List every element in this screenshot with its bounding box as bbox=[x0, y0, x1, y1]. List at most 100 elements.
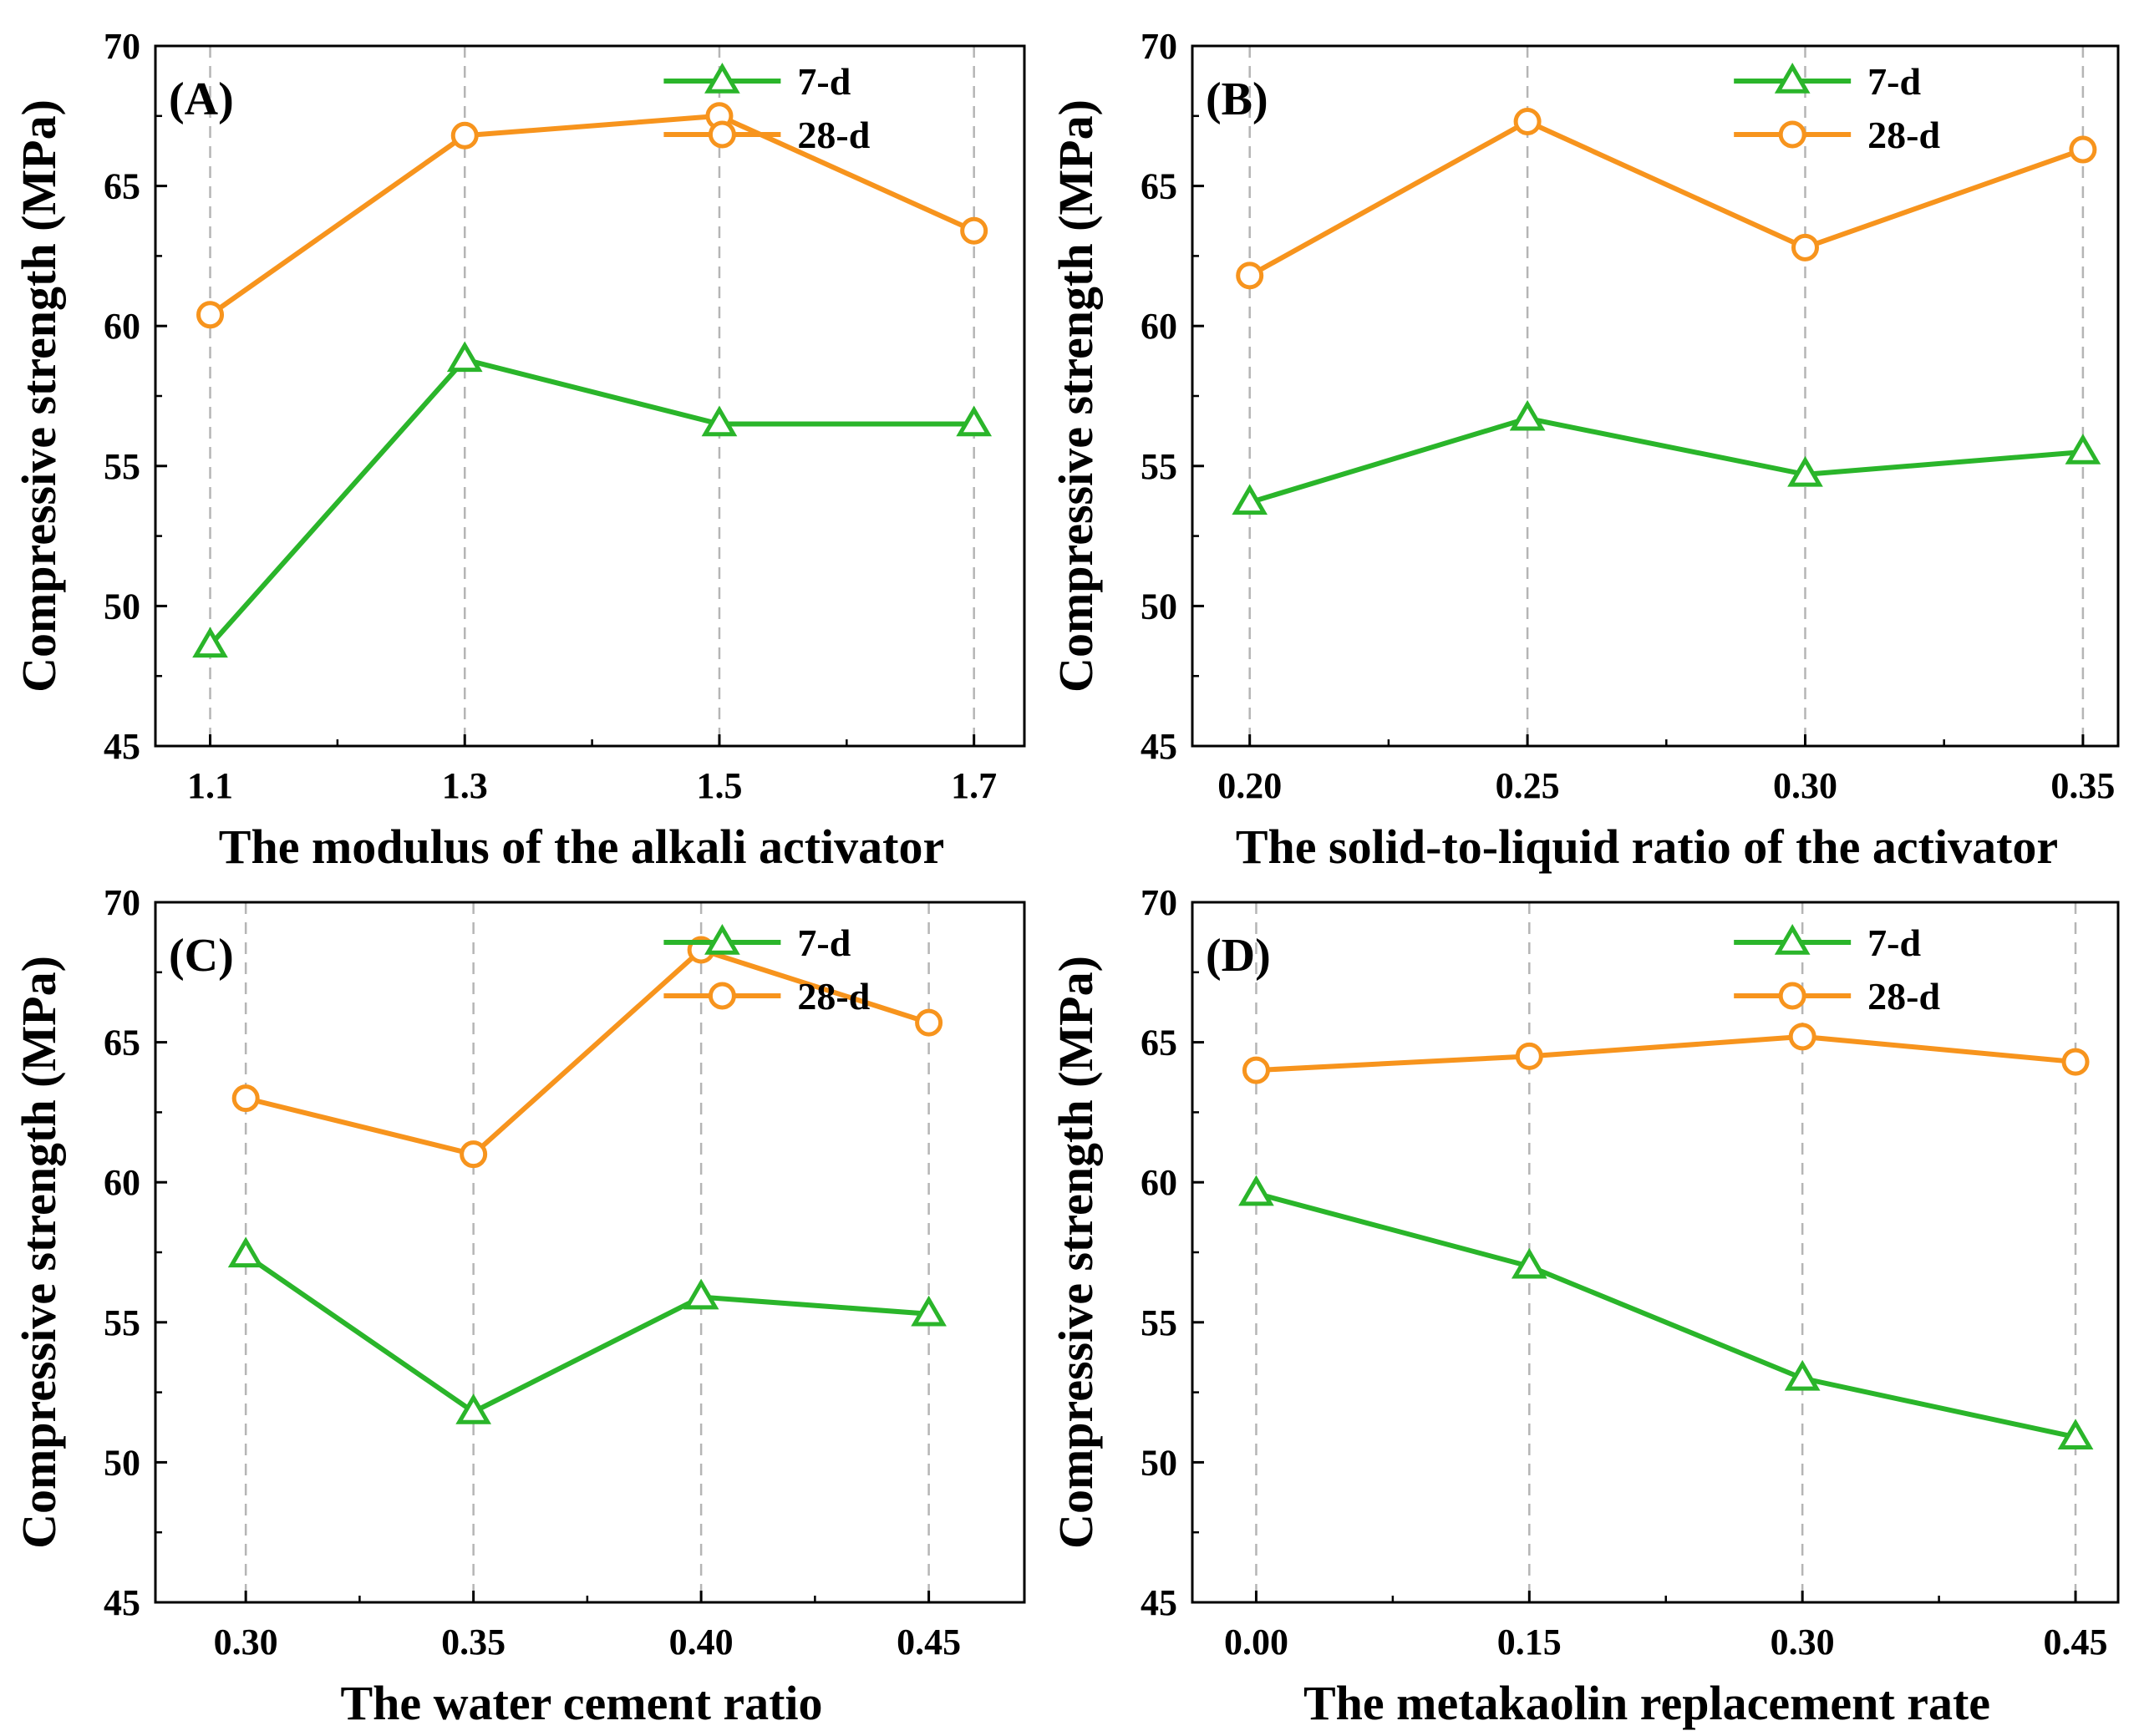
data-point-7-d bbox=[1787, 455, 1823, 487]
data-point-28-d bbox=[1791, 233, 1819, 261]
data-point-28-d bbox=[960, 216, 988, 245]
y-tick-label: 55 bbox=[104, 446, 140, 487]
legend-marker-28-d bbox=[1778, 982, 1806, 1010]
panel-label: (B) bbox=[1206, 74, 1268, 125]
legend-label-28-d: 28-d bbox=[1867, 975, 1940, 1018]
legend-label-28-d: 28-d bbox=[1867, 114, 1940, 156]
legend-label-28-d: 28-d bbox=[797, 114, 870, 156]
y-tick-label: 50 bbox=[104, 1442, 140, 1483]
y-axis-title: Compressive strength (MPa) bbox=[1049, 956, 1103, 1549]
y-tick-label: 65 bbox=[104, 1023, 140, 1063]
y-tick-label: 45 bbox=[104, 1582, 140, 1623]
data-point-28-d bbox=[2061, 1048, 2090, 1076]
plot-frame bbox=[154, 44, 1026, 748]
data-point-7-d bbox=[1509, 399, 1546, 431]
series-line-7-d bbox=[1255, 1190, 2076, 1440]
y-axis-title: Compressive strength (MPa) bbox=[12, 956, 66, 1549]
data-point-7-d bbox=[192, 627, 228, 658]
legend-marker-7-d bbox=[704, 924, 740, 955]
data-point-28-d bbox=[915, 1008, 943, 1037]
series-line-7-d bbox=[244, 1252, 929, 1415]
data-point-7-d bbox=[911, 1295, 947, 1327]
y-tick-label: 65 bbox=[1141, 166, 1177, 207]
y-tick-label: 45 bbox=[104, 726, 140, 767]
data-point-7-d bbox=[683, 1278, 719, 1310]
x-tick-label: 1.1 bbox=[187, 765, 233, 806]
legend-marker-7-d bbox=[1774, 924, 1811, 955]
legend-marker-7-d bbox=[1774, 63, 1811, 94]
plot-frame bbox=[154, 901, 1026, 1604]
data-point-28-d bbox=[2069, 135, 2097, 164]
y-tick-label: 45 bbox=[1141, 1582, 1177, 1623]
x-tick-label: 0.20 bbox=[1217, 765, 1282, 806]
x-tick-label: 0.40 bbox=[669, 1622, 734, 1662]
x-tick-label: 0.30 bbox=[1773, 765, 1837, 806]
y-tick-label: 60 bbox=[1141, 1162, 1177, 1203]
legend-marker-7-d bbox=[704, 63, 740, 94]
series-line-28-d bbox=[208, 113, 975, 317]
data-point-28-d bbox=[460, 1140, 488, 1169]
x-tick-label: 0.30 bbox=[214, 1622, 278, 1662]
data-point-28-d bbox=[1513, 108, 1542, 136]
panel-label: (A) bbox=[169, 74, 234, 125]
legend-label-7-d: 7-d bbox=[797, 921, 851, 964]
x-tick-label: 1.7 bbox=[951, 765, 997, 806]
data-point-7-d bbox=[446, 341, 483, 373]
y-tick-label: 65 bbox=[104, 166, 140, 207]
legend-label-7-d: 7-d bbox=[1867, 921, 1921, 964]
y-tick-label: 70 bbox=[104, 882, 140, 923]
data-point-7-d bbox=[2057, 1419, 2094, 1449]
data-point-28-d bbox=[1788, 1023, 1816, 1051]
data-point-7-d bbox=[227, 1236, 264, 1268]
legend-marker-28-d bbox=[708, 120, 736, 149]
y-tick-label: 50 bbox=[1141, 1442, 1177, 1483]
series-line-7-d bbox=[1248, 415, 2084, 505]
x-tick-label: 0.45 bbox=[897, 1622, 961, 1662]
series-line-28-d bbox=[1248, 119, 2084, 278]
legend-label-7-d: 7-d bbox=[1867, 60, 1921, 103]
series-line-28-d bbox=[245, 947, 930, 1157]
panel-d: 45 50 55 60 65 70 0.00 0.15 0.30 0.45 The metakaol… bbox=[1049, 882, 2120, 1730]
legend-label-7-d: 7-d bbox=[797, 60, 851, 103]
panel-label: (C) bbox=[169, 930, 234, 982]
y-tick-label: 55 bbox=[104, 1302, 140, 1343]
data-point-7-d bbox=[956, 405, 993, 437]
y-axis-title: Compressive strength (MPa) bbox=[1049, 99, 1103, 693]
data-point-7-d bbox=[455, 1393, 491, 1424]
data-point-28-d bbox=[1515, 1042, 1543, 1070]
panel-b: 45 50 55 60 65 70 0.20 0.25 0.30 0.35 The solid-to… bbox=[1049, 26, 2120, 874]
y-tick-label: 60 bbox=[104, 1162, 140, 1203]
data-point-7-d bbox=[1238, 1175, 1274, 1206]
y-tick-label: 55 bbox=[1141, 1302, 1177, 1343]
data-point-28-d bbox=[196, 301, 225, 329]
y-tick-label: 50 bbox=[1141, 586, 1177, 627]
data-point-28-d bbox=[231, 1084, 260, 1113]
x-axis-title: The metakaolin replacement rate bbox=[1303, 1676, 1990, 1730]
data-point-7-d bbox=[1784, 1359, 1821, 1391]
x-tick-label: 1.3 bbox=[442, 765, 488, 806]
x-tick-label: 0.30 bbox=[1771, 1622, 1835, 1662]
x-tick-label: 1.5 bbox=[696, 765, 742, 806]
x-tick-label: 0.45 bbox=[2044, 1622, 2108, 1662]
plot-frame bbox=[1191, 44, 2120, 748]
panel-label: (D) bbox=[1206, 930, 1271, 982]
x-tick-label: 0.25 bbox=[1496, 765, 1560, 806]
data-point-7-d bbox=[1232, 484, 1268, 515]
y-axis-title: Compressive strength (MPa) bbox=[12, 99, 66, 693]
x-tick-label: 0.00 bbox=[1224, 1622, 1288, 1662]
series-line-28-d bbox=[1256, 1033, 2076, 1074]
y-tick-label: 55 bbox=[1141, 446, 1177, 487]
legend-marker-28-d bbox=[708, 982, 736, 1010]
data-point-28-d bbox=[450, 121, 479, 150]
y-tick-label: 65 bbox=[1141, 1023, 1177, 1063]
series-line-7-d bbox=[208, 357, 974, 647]
y-tick-label: 70 bbox=[1141, 26, 1177, 67]
x-tick-label: 0.35 bbox=[441, 1622, 506, 1662]
plot-frame bbox=[1191, 901, 2120, 1604]
x-axis-title: The modulus of the alkali activator bbox=[219, 820, 944, 874]
y-tick-label: 50 bbox=[104, 586, 140, 627]
data-point-7-d bbox=[1511, 1247, 1547, 1279]
y-tick-label: 60 bbox=[1141, 306, 1177, 347]
